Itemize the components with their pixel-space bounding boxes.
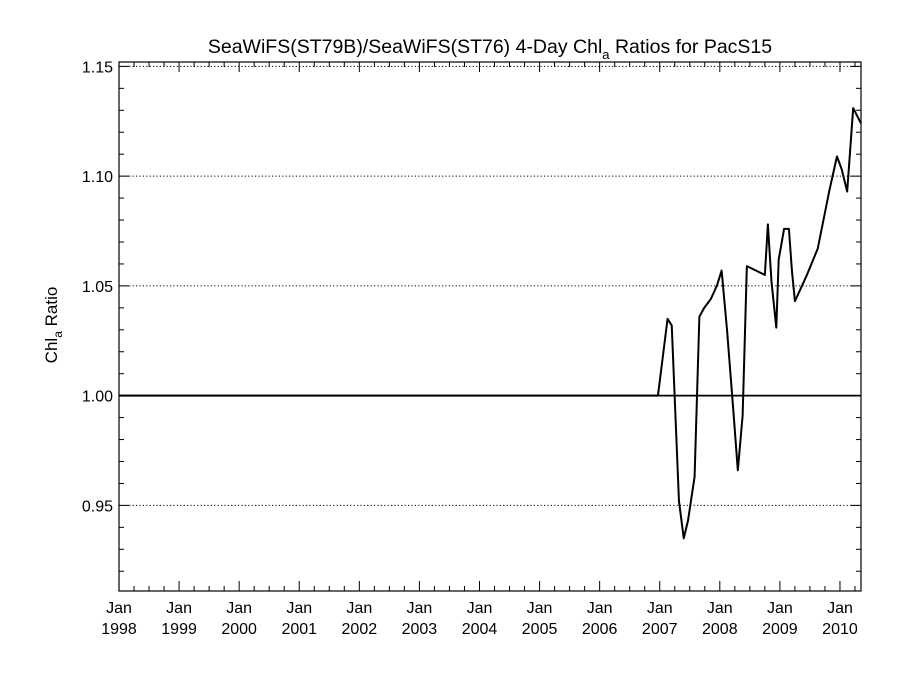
x-tick-labels: Jan 1998 Jan 1999 Jan 2000 Jan 2001 Jan 2002 Jan 20… [101,600,858,638]
x-tick-month-3: Jan [286,600,312,617]
tick-marks [118,62,861,591]
x-tick-year-3: 2001 [281,621,317,638]
x-tick-year-4: 2002 [342,621,378,638]
x-tick-month-12: Jan [827,600,853,617]
x-tick-month-5: Jan [407,600,433,617]
x-tick-month-7: Jan [527,600,553,617]
x-tick-year-0: 1998 [101,621,137,638]
y-tick-label-0: 0.95 [82,498,113,515]
y-axis-label: Chla Ratio [42,287,65,364]
x-tick-month-2: Jan [226,600,252,617]
x-tick-year-5: 2003 [402,621,438,638]
chart-title-prefix: SeaWiFS(ST79B)/SeaWiFS(ST76) 4-Day Chl [208,36,602,58]
x-tick-year-1: 1999 [161,621,197,638]
grid-lines [119,65,861,506]
x-tick-month-4: Jan [346,600,372,617]
x-tick-year-11: 2009 [762,621,798,638]
y-tick-label-4: 1.15 [82,59,113,76]
x-tick-year-8: 2006 [582,621,618,638]
x-tick-month-10: Jan [707,600,733,617]
x-tick-month-0: Jan [106,600,132,617]
x-tick-year-9: 2007 [642,621,678,638]
chart-title-subscript: a [602,47,610,62]
y-tick-label-2: 1.05 [82,279,113,296]
series-layer [119,107,862,540]
x-tick-month-1: Jan [166,600,192,617]
x-tick-year-2: 2000 [221,621,257,638]
y-axis-label-prefix: Chl [42,338,61,364]
x-tick-year-12: 2010 [822,621,858,638]
x-tick-month-6: Jan [467,600,493,617]
x-tick-month-8: Jan [587,600,613,617]
x-tick-year-10: 2008 [702,621,738,638]
x-tick-month-11: Jan [767,600,793,617]
y-tick-label-3: 1.10 [82,169,113,186]
chart-title: SeaWiFS(ST79B)/SeaWiFS(ST76) 4-Day Chla … [208,36,772,62]
x-tick-month-9: Jan [647,600,673,617]
y-tick-labels: 0.95 1.00 1.05 1.10 1.15 [82,59,113,515]
y-tick-label-1: 1.00 [82,389,113,406]
chart-title-suffix: Ratios for PacS15 [610,36,773,58]
x-tick-year-6: 2004 [462,621,498,638]
x-tick-year-7: 2005 [522,621,558,638]
y-axis-label-suffix: Ratio [42,287,61,331]
series-line-0 [119,107,862,540]
y-axis-label-subscript: a [51,331,65,338]
plot-frame [118,61,862,592]
